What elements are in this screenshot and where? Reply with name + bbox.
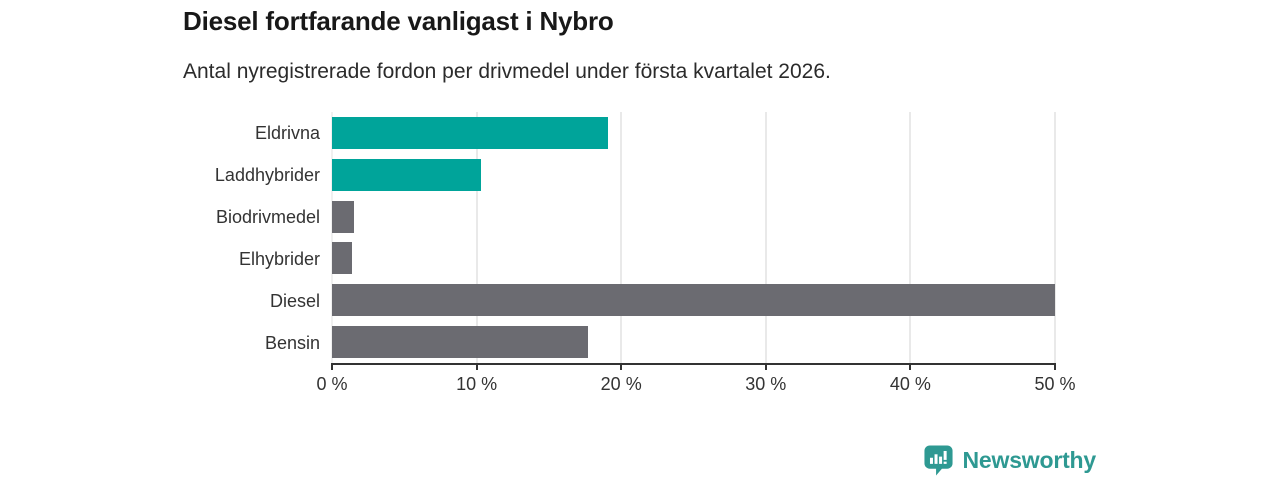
chart-title: Diesel fortfarande vanligast i Nybro <box>183 6 614 36</box>
category-label: Bensin <box>264 333 320 354</box>
axis-tick-label: 30 % <box>745 374 787 394</box>
axis-tick-label: 20 % <box>600 374 642 394</box>
plot-area: 0 % 10 % 20 % 30 % 40 % 50 % <box>316 112 1076 394</box>
category-labels: Eldrivna Laddhybrider Biodrivmedel Elhybrid… <box>0 112 320 365</box>
axis-tick <box>475 363 478 370</box>
gridline <box>909 112 912 363</box>
newsworthy-logo-text: Newsworthy <box>962 446 1097 473</box>
bar-row <box>332 237 1055 279</box>
axis-tick <box>909 363 912 370</box>
newsworthy-logo: Newsworthy <box>923 444 1096 476</box>
axis-tick <box>1054 363 1056 370</box>
bar-row <box>332 196 1055 238</box>
bar-eldrivna <box>332 116 609 149</box>
chart-subtitle: Antal nyregistrerade fordon per drivmede… <box>183 60 831 83</box>
category-label: Biodrivmedel <box>215 206 320 227</box>
bar-row <box>332 154 1055 196</box>
category-label: Diesel <box>269 291 320 312</box>
gridline <box>331 112 333 363</box>
bar-diesel <box>332 284 1055 317</box>
axis-tick <box>764 363 767 370</box>
axis-tick-label: 0 % <box>316 374 348 394</box>
axis-tick <box>620 363 623 370</box>
bar-bensin <box>332 326 588 359</box>
bar-row <box>332 321 1055 363</box>
bar-row <box>332 279 1055 321</box>
axis-tick-label: 10 % <box>456 374 498 394</box>
axis-tick-label: 40 % <box>889 374 931 394</box>
gridline <box>1054 112 1056 363</box>
bar-laddhybrider <box>332 158 481 191</box>
category-label: Elhybrider <box>238 249 320 270</box>
axis-tick <box>331 363 333 370</box>
bar-rows <box>332 112 1055 363</box>
bar-biodrivmedel <box>332 200 354 233</box>
plot-wrap: Eldrivna Laddhybrider Biodrivmedel Elhybrid… <box>0 112 1280 394</box>
axis-tick-label: 50 % <box>1034 374 1076 394</box>
bar-elhybrider <box>332 242 353 275</box>
category-label: Eldrivna <box>254 122 320 143</box>
gridline <box>764 112 767 363</box>
category-label: Laddhybrider <box>214 164 320 185</box>
gridline <box>620 112 623 363</box>
bar-chart-pin-icon <box>923 445 953 476</box>
gridline <box>475 112 478 363</box>
bar-row <box>332 112 1055 154</box>
